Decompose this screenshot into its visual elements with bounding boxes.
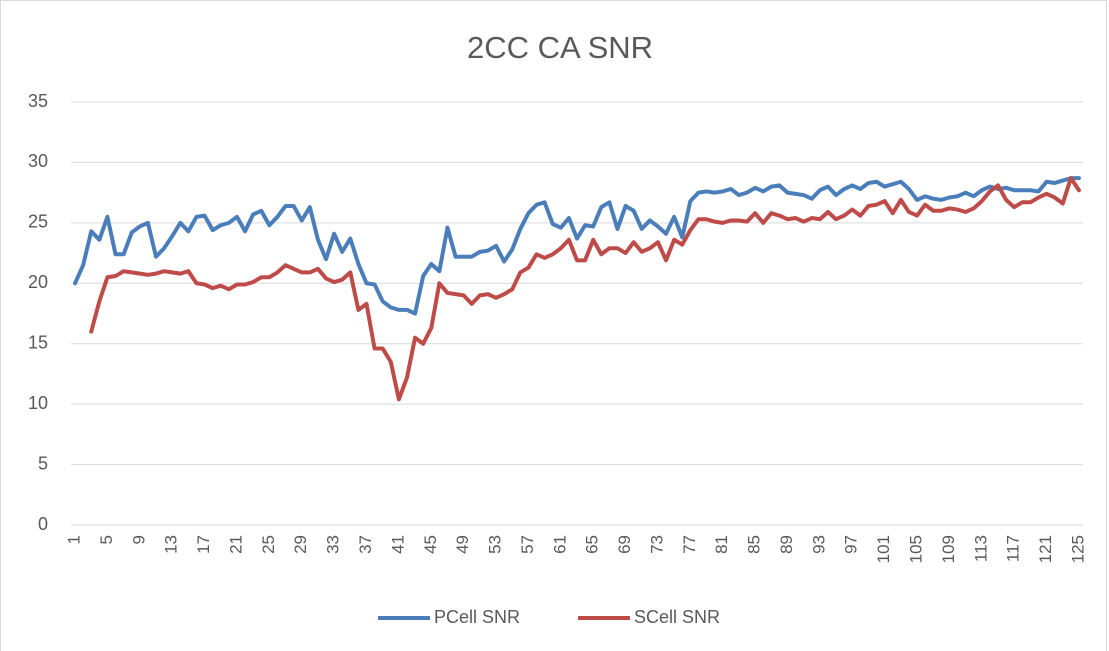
x-tick-label: 61	[550, 535, 569, 554]
y-tick-label: 25	[28, 212, 48, 232]
y-tick-label: 20	[28, 272, 48, 292]
x-tick-label: 121	[1036, 535, 1055, 563]
series-line	[73, 176, 1081, 316]
x-tick-label: 49	[453, 535, 472, 554]
x-tick-label: 73	[647, 535, 666, 554]
x-tick-label: 13	[162, 535, 181, 554]
x-tick-label: 85	[745, 535, 764, 554]
x-tick-label: 125	[1068, 535, 1087, 563]
legend-label: PCell SNR	[434, 607, 520, 627]
legend-label: SCell SNR	[634, 607, 720, 627]
x-tick-label: 109	[939, 535, 958, 563]
x-tick-label: 1	[65, 535, 84, 544]
x-tick-label: 53	[486, 535, 505, 554]
x-tick-label: 89	[777, 535, 796, 554]
x-tick-label: 17	[194, 535, 213, 554]
x-tick-label: 69	[615, 535, 634, 554]
x-tick-label: 113	[971, 535, 990, 562]
y-tick-label: 0	[38, 514, 48, 534]
x-tick-label: 105	[907, 535, 926, 563]
x-tick-label: 81	[712, 535, 731, 554]
x-tick-label: 117	[1004, 535, 1023, 562]
series-line	[89, 176, 1081, 402]
x-tick-label: 21	[226, 535, 245, 554]
x-tick-label: 65	[583, 535, 602, 554]
x-tick-label: 25	[259, 535, 278, 554]
x-tick-label: 45	[421, 535, 440, 554]
x-tick-label: 37	[356, 535, 375, 554]
x-tick-label: 9	[129, 535, 148, 544]
x-tick-label: 41	[388, 535, 407, 554]
y-tick-label: 5	[38, 453, 48, 473]
x-tick-label: 57	[518, 535, 537, 554]
x-tick-label: 29	[291, 535, 310, 554]
x-tick-label: 101	[874, 535, 893, 563]
y-tick-label: 15	[28, 332, 48, 352]
y-tick-label: 10	[28, 393, 48, 413]
y-tick-label: 35	[28, 91, 48, 111]
y-tick-label: 30	[28, 151, 48, 171]
x-tick-label: 97	[842, 535, 861, 554]
x-tick-label: 33	[324, 535, 343, 554]
chart-title: 2CC CA SNR	[467, 30, 653, 65]
x-tick-label: 5	[97, 535, 116, 544]
x-tick-label: 77	[680, 535, 699, 554]
x-tick-label: 93	[809, 535, 828, 554]
